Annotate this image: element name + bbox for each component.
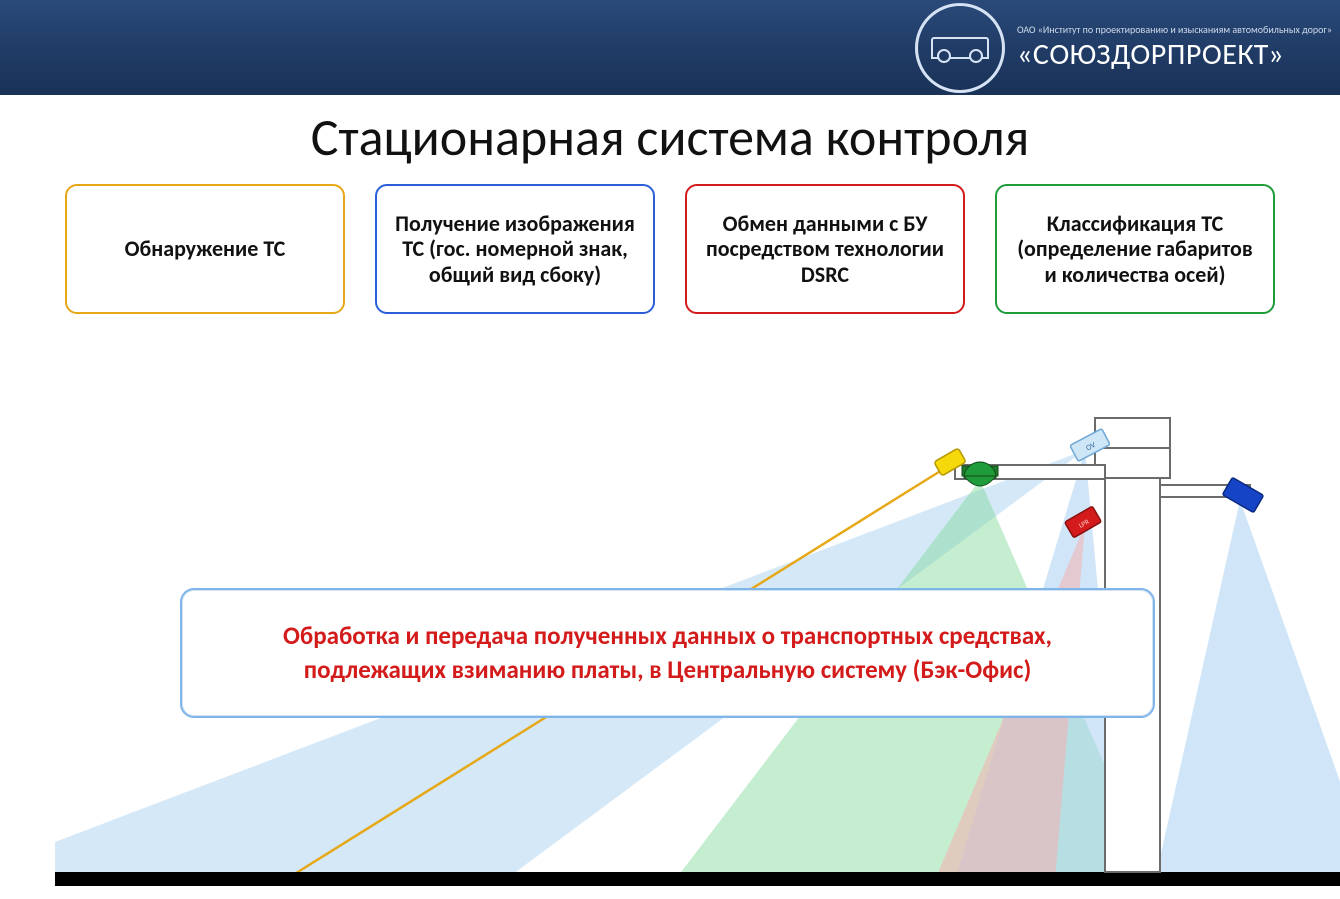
org-title: «СОЮЗДОРПРОЕКТ»: [1017, 36, 1332, 73]
function-boxes-row: Обнаружение ТС Получение изображения ТС …: [0, 184, 1340, 314]
header-bar: ОАО «Институт по проектированию и изыска…: [0, 0, 1340, 95]
logo-circle-icon: [915, 3, 1005, 93]
page-title: Стационарная система контроля: [0, 105, 1340, 169]
org-logo: ОАО «Институт по проектированию и изыска…: [915, 3, 1332, 93]
box-classification: Классификация ТС (определение габаритов …: [995, 184, 1275, 314]
box-detection: Обнаружение ТС: [65, 184, 345, 314]
box-dsrc: Обмен данными с БУ посредством технологи…: [685, 184, 965, 314]
sensor-blue-icon: [1222, 477, 1263, 512]
logo-car-icon: [931, 37, 989, 59]
beam-blue-right: [1155, 500, 1340, 880]
result-box: Обработка и передача полученных данных о…: [180, 588, 1155, 718]
box-label: Классификация ТС (определение габаритов …: [1011, 211, 1259, 287]
box-label: Обнаружение ТС: [125, 236, 286, 261]
result-text: Обработка и передача полученных данных о…: [210, 619, 1125, 687]
sensor-green-icon: [962, 462, 998, 486]
box-label: Обмен данными с БУ посредством технологи…: [701, 211, 949, 287]
box-imaging: Получение изображения ТС (гос. номерной …: [375, 184, 655, 314]
ground-line: [55, 872, 1340, 886]
box-label: Получение изображения ТС (гос. номерной …: [391, 211, 639, 287]
org-subtitle: ОАО «Институт по проектированию и изыска…: [1017, 23, 1332, 36]
